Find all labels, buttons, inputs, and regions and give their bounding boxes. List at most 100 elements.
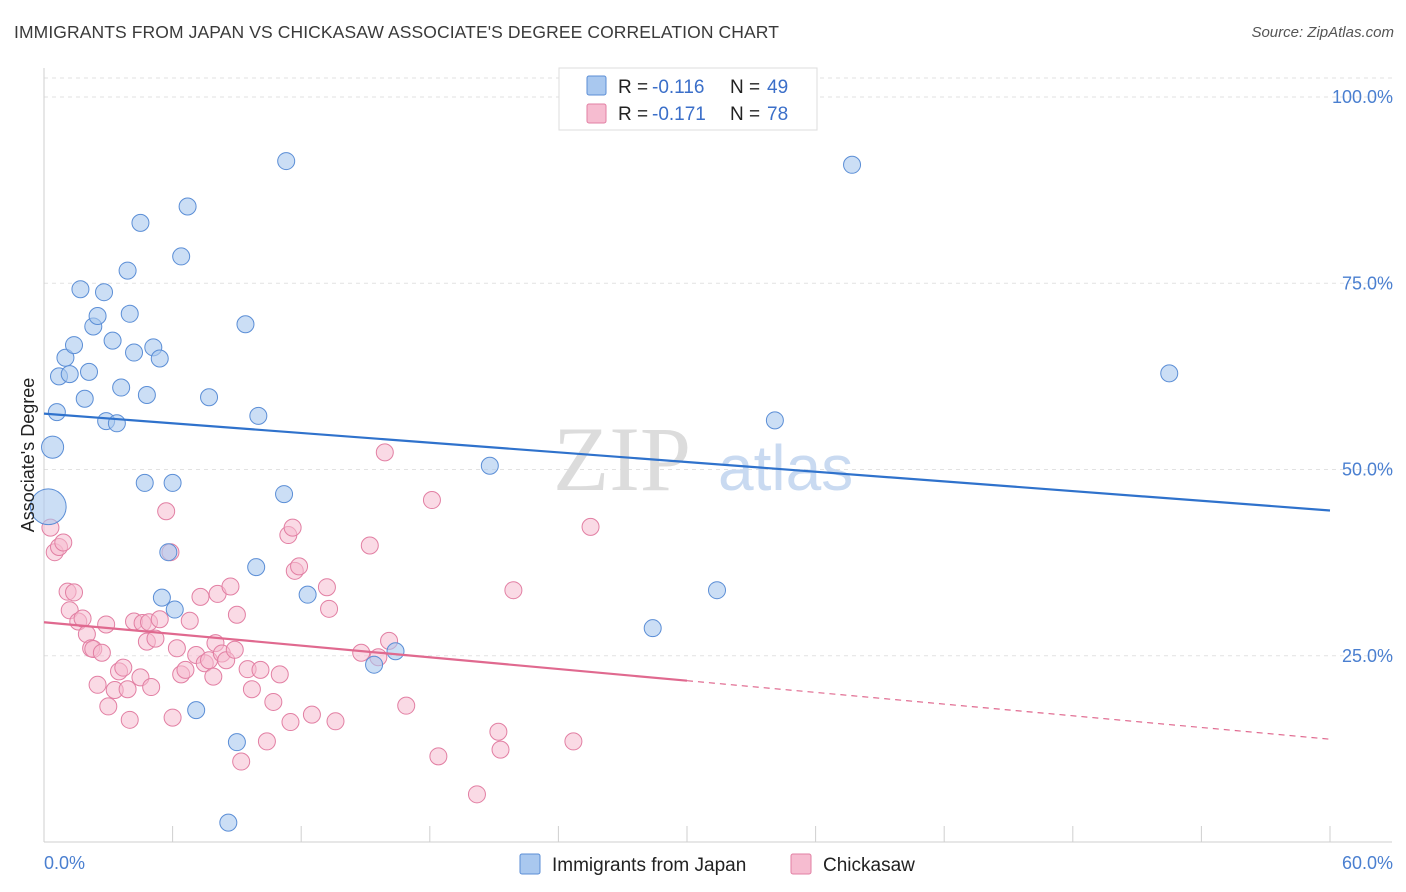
japan-point [159,543,178,562]
japan-point [107,414,126,433]
chickasaw-trend-line-extrapolated [686,680,1331,740]
correlation-legend: R = -0.116 N = 49 R = -0.171 N = 78 [558,67,818,131]
japan-point [247,558,266,577]
series-swatch-japan [519,853,541,875]
y-tick-label: 50.0% [1342,460,1393,480]
chickasaw-point [491,740,510,759]
chickasaw-point [204,667,223,686]
japan-point [131,213,150,232]
chickasaw-point [302,705,321,724]
tick-labels: 100.0% 75.0% 50.0% 25.0% 0.0% 60.0% [44,87,1393,873]
chickasaw-point [264,692,283,711]
chickasaw-point [564,732,583,751]
japan-point [152,588,171,607]
chickasaw-point [118,680,137,699]
chickasaw-point [467,785,486,804]
japan-point [41,435,65,459]
japan-point [47,403,66,422]
japan-point [103,331,122,350]
chickasaw-point [251,660,270,679]
legend-r-label-japan: R = [618,77,648,98]
y-tick-label: 25.0% [1342,646,1393,666]
legend-r-label-chickasaw: R = [618,104,648,125]
chickasaw-point [397,696,416,715]
chickasaw-point [97,615,116,634]
chickasaw-point [429,747,448,766]
chickasaw-point [54,533,73,552]
series-legend: Immigrants from Japan Chickasaw [519,853,915,876]
japan-points [29,152,1179,832]
japan-point [708,581,727,600]
chickasaw-point [581,517,600,536]
grid-lines [44,77,1392,657]
legend-swatch-japan [586,75,607,96]
legend-n-value-japan: 49 [767,77,788,98]
source-label: Source: ZipAtlas.com [1251,24,1394,41]
legend-n-label-japan: N = [730,77,760,98]
chickasaw-point [281,713,300,732]
japan-point [643,619,662,638]
legend-swatch-chickasaw [586,103,607,124]
chickasaw-point [320,599,339,618]
japan-point [120,304,139,323]
japan-point [249,406,268,425]
chickasaw-point [92,643,111,662]
japan-point [843,155,862,174]
trend-lines [43,412,1331,740]
chickasaw-point [163,708,182,727]
chickasaw-point [99,697,118,716]
chickasaw-point [317,578,336,597]
x-tick-label-max: 60.0% [1342,853,1393,873]
japan-point [29,488,67,526]
watermark-zip: ZIP [553,408,691,510]
chickasaw-point [88,675,107,694]
chickasaw-point [227,605,246,624]
chickasaw-point [270,665,289,684]
chickasaw-point [120,710,139,729]
japan-point [150,349,169,368]
chickasaw-trend-line [43,621,688,682]
japan-point [200,388,219,407]
japan-point [386,642,405,661]
japan-point [80,362,99,381]
japan-point [227,733,246,752]
chickasaw-point [360,536,379,555]
japan-point [71,280,90,299]
chickasaw-point [352,643,371,662]
legend-n-value-chickasaw: 78 [767,104,788,125]
chickasaw-point [257,732,276,751]
chart-title: IMMIGRANTS FROM JAPAN VS CHICKASAW ASSOC… [14,22,779,42]
japan-point [125,343,144,362]
japan-point [95,283,114,302]
chickasaw-point [283,518,302,537]
japan-point [135,473,154,492]
chickasaw-point [157,502,176,521]
chickasaw-point [221,577,240,596]
japan-point [65,336,84,355]
chickasaw-point [225,640,244,659]
y-tick-label: 100.0% [1332,87,1393,107]
japan-point [60,365,79,384]
chickasaw-point [504,581,523,600]
japan-point [137,386,156,404]
chickasaw-point [142,678,161,697]
japan-point [298,585,317,604]
chickasaw-point [422,491,441,510]
series-label-japan: Immigrants from Japan [552,855,746,876]
legend-r-value-chickasaw: -0.171 [652,104,706,125]
japan-point [236,315,255,334]
chickasaw-point [114,658,133,677]
japan-point [112,378,131,397]
japan-point [178,197,197,216]
japan-point [88,307,107,326]
y-tick-label: 75.0% [1342,273,1393,293]
series-label-chickasaw: Chickasaw [823,855,915,876]
japan-point [187,701,206,720]
japan-trend-line [43,412,1331,512]
japan-point [277,152,296,171]
japan-point [75,389,94,408]
chickasaw-points [41,443,600,804]
japan-point [365,655,384,674]
japan-point [165,600,184,619]
x-tick-label-min: 0.0% [44,853,85,873]
